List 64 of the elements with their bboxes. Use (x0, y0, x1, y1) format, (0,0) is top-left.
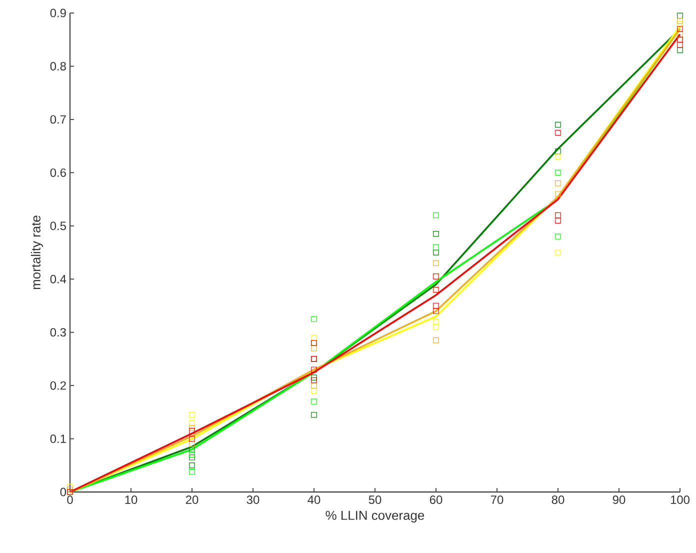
point (311, 412, 317, 418)
point (555, 234, 561, 240)
point (433, 308, 439, 314)
x-tick-label: 80 (552, 496, 564, 504)
point (555, 154, 561, 160)
point (555, 212, 561, 218)
y-tick-label: 0.2 (50, 381, 66, 390)
x-tick-label: 20 (186, 496, 198, 504)
x-tick-label: 40 (308, 496, 320, 504)
y-tick-label: 0.8 (50, 62, 66, 70)
x-tick-label: 90 (612, 496, 626, 504)
x-tick-label: 0 (67, 496, 73, 504)
point (555, 218, 561, 224)
point (311, 316, 317, 322)
point (311, 398, 317, 404)
point (677, 42, 683, 48)
y-tick-label: 0.1 (50, 434, 66, 443)
y-tick-label: 0.4 (50, 274, 66, 284)
point (311, 377, 317, 384)
point (433, 230, 439, 237)
point (189, 441, 195, 447)
point (189, 436, 195, 442)
x-tick-label: 100 (670, 496, 690, 504)
point (433, 274, 439, 280)
point (311, 374, 317, 380)
point (555, 170, 561, 176)
point (433, 260, 439, 266)
y-tick-label: 0.7 (50, 115, 66, 124)
point (433, 318, 439, 325)
point (311, 366, 317, 372)
point (677, 26, 683, 32)
point (189, 452, 195, 458)
point (433, 337, 439, 344)
x-axis-title: % LLIN coverage (326, 510, 424, 522)
x-tick-label: 10 (125, 496, 138, 504)
x-tick-label: 30 (246, 496, 260, 504)
point (433, 302, 439, 309)
point (189, 454, 195, 460)
point (677, 18, 683, 24)
point (555, 130, 561, 136)
point (555, 180, 561, 186)
point (433, 212, 439, 218)
point (189, 412, 195, 418)
point (555, 148, 561, 154)
point (189, 428, 195, 434)
point (311, 382, 317, 388)
point (433, 324, 439, 330)
x-tick-label: 60 (430, 496, 442, 504)
y-tick-label: 0.3 (50, 328, 66, 337)
point (555, 191, 561, 197)
x-tick-label: 50 (368, 496, 382, 504)
x-tick-label: 70 (490, 496, 504, 504)
y-tick-label: 0 (60, 488, 66, 496)
point (433, 244, 439, 250)
y-tick-label: 0.5 (50, 222, 66, 230)
point (433, 286, 439, 293)
point (555, 122, 561, 128)
y-tick-label: 0.9 (50, 8, 66, 18)
point (189, 425, 195, 432)
y-tick-label: 0.6 (50, 168, 66, 177)
point (555, 250, 561, 256)
point (189, 462, 195, 468)
point (189, 468, 195, 475)
y-axis-title: mortality rate (30, 216, 44, 290)
